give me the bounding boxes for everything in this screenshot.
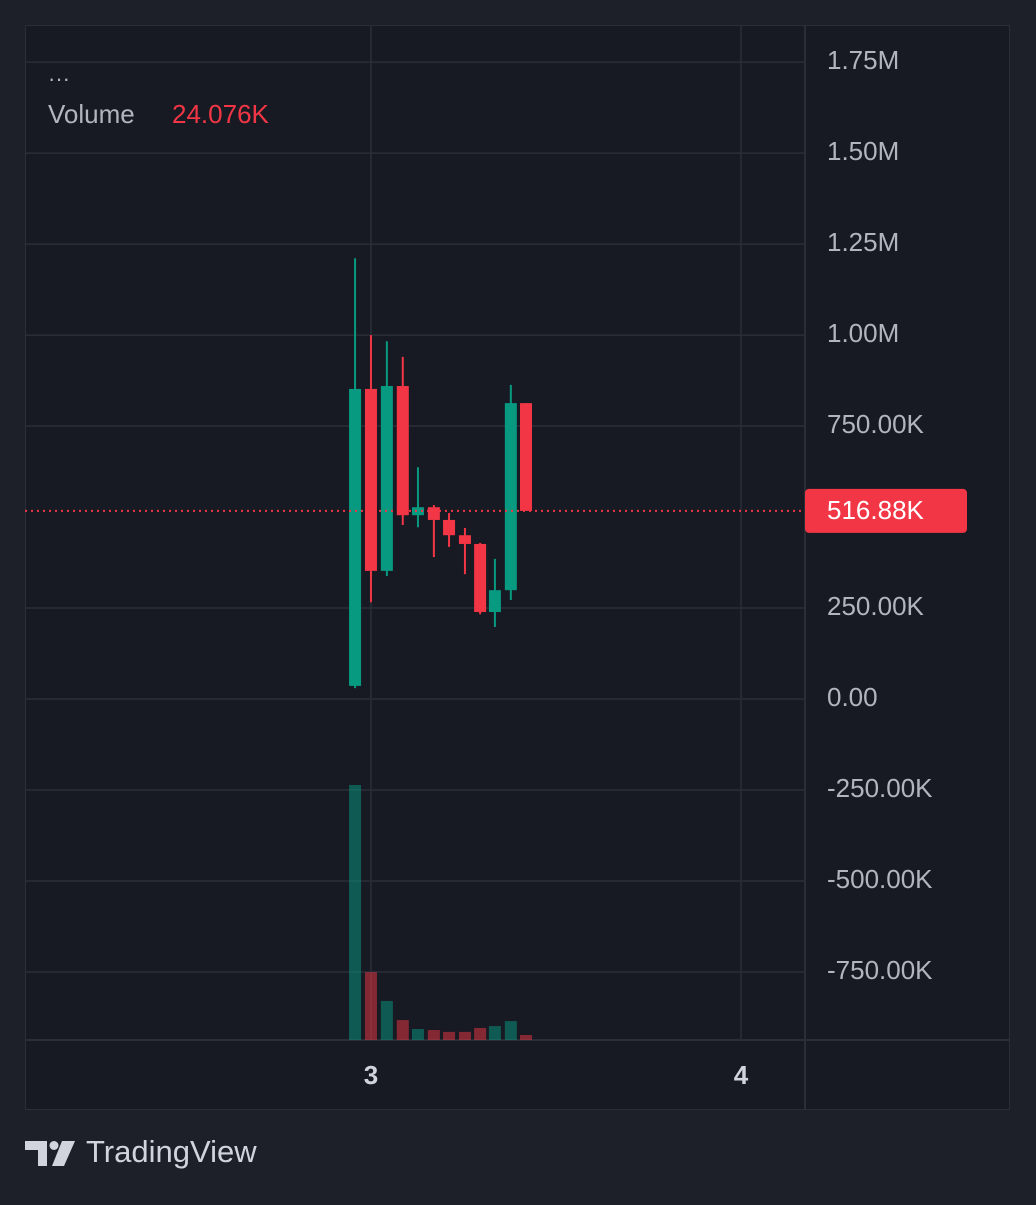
volume-bar <box>411 1028 424 1040</box>
y-tick-label: 250.00K <box>827 591 925 621</box>
legend-name: Volume <box>48 99 135 129</box>
candle-body <box>427 507 440 520</box>
candle-body <box>396 386 409 516</box>
volume-bar <box>443 1031 456 1040</box>
y-tick-label: 1.75M <box>827 45 899 75</box>
candle-body <box>364 388 377 571</box>
volume-bar <box>474 1027 487 1040</box>
candle-body <box>443 519 456 536</box>
candle-body <box>504 403 517 591</box>
labels: -750.00K -500.00K -250.00K 0.00 250.00K 750.0… <box>364 45 967 1090</box>
logo <box>25 1141 75 1166</box>
candle-body <box>520 403 533 511</box>
x-tick-label: 3 <box>364 1060 378 1090</box>
candle-body <box>474 543 487 613</box>
y-tick-label: 1.00M <box>827 318 899 348</box>
volume-bar <box>427 1030 440 1040</box>
candle-body <box>488 590 501 613</box>
legend-value: 24.076K <box>172 99 270 129</box>
legend-menu[interactable]: ··· <box>48 66 70 91</box>
candle-body <box>380 386 393 571</box>
last-price-label: 516.88K <box>827 495 925 525</box>
y-tick-label: 0.00 <box>827 682 878 712</box>
marks <box>25 258 805 1040</box>
volume-bar <box>349 785 362 1040</box>
volume-bar <box>380 1000 393 1040</box>
volume-bar <box>520 1035 533 1040</box>
candle-body <box>349 388 362 686</box>
chart-pane <box>25 25 1010 1110</box>
y-tick-label: -250.00K <box>827 773 933 803</box>
candle-body <box>458 535 471 544</box>
x-tick-label: 4 <box>734 1060 749 1090</box>
volume-bar <box>396 1020 409 1040</box>
volume-bar <box>458 1031 471 1040</box>
y-tick-label: -500.00K <box>827 864 933 894</box>
y-tick-label: 1.50M <box>827 136 899 166</box>
y-tick-label: -750.00K <box>827 955 933 985</box>
volume-bar <box>364 972 377 1040</box>
volume-bar <box>504 1021 517 1040</box>
last-price-badge <box>805 488 967 533</box>
y-tick-label: 1.25M <box>827 227 899 257</box>
brand-name: TradingView <box>86 1134 257 1169</box>
volume-bar <box>488 1026 501 1040</box>
y-tick-label: 750.00K <box>827 409 925 439</box>
candle-body <box>411 507 424 516</box>
